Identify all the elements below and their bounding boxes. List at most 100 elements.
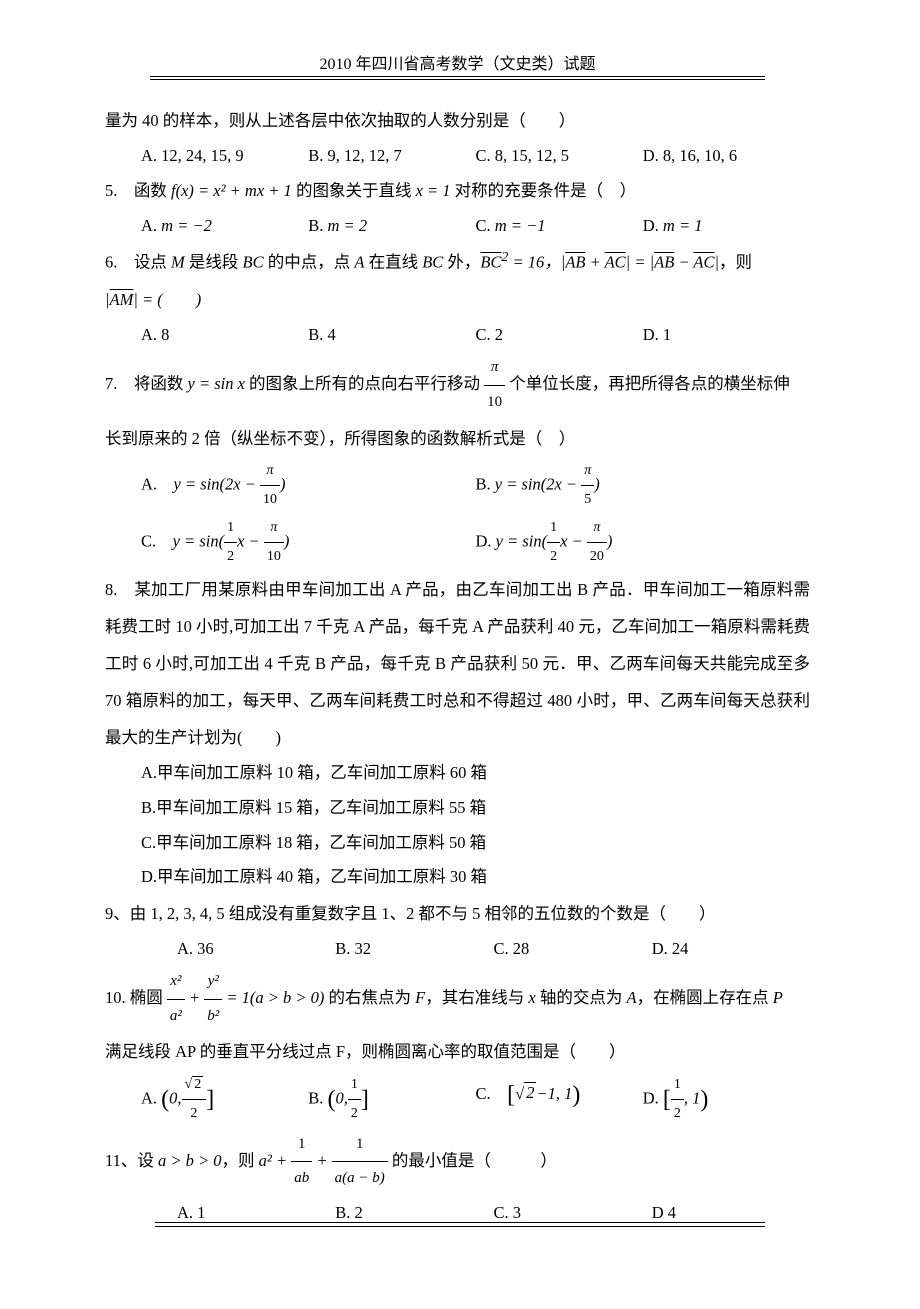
q7-d-pre: y = sin( <box>496 531 547 550</box>
q9-stem: 9、由 1, 2, 3, 4, 5 组成没有重复数字且 1、2 都不与 5 相邻… <box>105 895 810 932</box>
q5-opt-a: A. m = −2 <box>141 209 308 242</box>
q4-tail: 量为 40 的样本，则从上述各层中依次抽取的人数分别是（ ） <box>105 102 810 139</box>
q8-opt-d: D.甲车间加工原料 40 箱，乙车间加工原料 30 箱 <box>141 860 810 895</box>
q7-c-f1: 12 <box>224 514 237 571</box>
q10-t1d: a² <box>167 1000 185 1034</box>
q7-l1b: 的图象上所有的点向右平行移动 <box>245 374 484 393</box>
q11-head: a² + <box>259 1151 292 1170</box>
q7-a-frac: π10 <box>260 457 280 514</box>
exam-page: 2010 年四川省高考数学（文史类）试题 量为 40 的样本，则从上述各层中依次… <box>0 0 920 1309</box>
q10-l1c: ，其右准线与 <box>425 988 528 1007</box>
q10d-rb: ) <box>700 1086 708 1112</box>
q7-c-suf: ) <box>284 531 290 550</box>
q11-opt-c: C. 3 <box>494 1196 652 1229</box>
q7-opt-b: B. y = sin(2x − π5) <box>476 457 811 514</box>
q10b-lb: ( <box>328 1086 336 1112</box>
q6-l1a: 6. 设点 <box>105 253 171 272</box>
q6-l1b: 是线段 <box>185 253 243 272</box>
q7-c-n: π <box>264 514 284 543</box>
q7-opt-d: D. y = sin(12x − π20) <box>476 514 811 571</box>
q9-opt-a: A. 36 <box>177 932 335 965</box>
q4-opt-c: C. 8, 15, 12, 5 <box>476 139 643 172</box>
q7-line1: 7. 将函数 y = sin x 的图象上所有的点向右平行移动 π10 个单位长… <box>105 351 810 420</box>
q6-opt-a: A. 8 <box>141 318 308 351</box>
q5-expr: f(x) = x² + mx + 1 <box>171 181 292 200</box>
q8-stem: 8. 某加工厂用某原料由甲车间加工出 A 产品，由乙车间加工出 B 产品．甲车间… <box>105 571 810 757</box>
q10-t2n: y² <box>204 965 222 1000</box>
q10a-a: 0, <box>169 1088 181 1107</box>
q11-f1: 1ab <box>291 1128 312 1197</box>
q7-b-suf: ) <box>594 474 600 493</box>
q9-options: A. 36 B. 32 C. 28 D. 24 <box>177 932 810 965</box>
q6-l1d: 在直线 <box>364 253 422 272</box>
q10c-a: √2−1, 1 <box>515 1082 572 1102</box>
header-rule-1 <box>150 76 765 77</box>
q10-x: x <box>528 988 535 1007</box>
q11-f2n: 1 <box>332 1128 388 1163</box>
q10-eq: = 1(a > b > 0) <box>222 988 324 1007</box>
q4-options: A. 12, 24, 15, 9 B. 9, 12, 12, 7 C. 8, 1… <box>141 139 810 172</box>
q10-opt-b: B. (0,12] <box>308 1071 475 1128</box>
q6-am-close: | = ( ) <box>133 290 201 309</box>
q11-l1c: 的最小值是（ ） <box>388 1151 557 1170</box>
q10-options: A. (0,√22] B. (0,12] C. [√2−1, 1) D. [12… <box>141 1071 810 1128</box>
q7-c-mid: x − <box>237 531 264 550</box>
q6-opt-b: B. 4 <box>308 318 475 351</box>
q5-expr2: x = 1 <box>416 181 451 200</box>
q6-l1e: 外， <box>443 253 480 272</box>
q5-opt-b-expr: m = 2 <box>328 216 368 235</box>
q11-options: A. 1 B. 2 C. 3 D 4 <box>177 1196 810 1229</box>
q7-b-frac: π5 <box>581 457 594 514</box>
q11-cond: a > b > 0 <box>158 1151 222 1170</box>
q10a-lb: ( <box>161 1086 169 1112</box>
q10a-n: √2 <box>182 1071 207 1100</box>
q7-opt-c: C. y = sin(12x − π10) <box>141 514 476 571</box>
q6-BC1: BC <box>243 253 264 272</box>
q11-opt-d: D 4 <box>652 1196 810 1229</box>
q10-t1n: x² <box>167 965 185 1000</box>
q7-d-f1: 12 <box>547 514 560 571</box>
q11-l1a: 11、设 <box>105 1151 158 1170</box>
q6-AM: AM <box>110 290 134 309</box>
q5-opt-d: D. m = 1 <box>643 209 810 242</box>
page-header-title: 2010 年四川省高考数学（文史类）试题 <box>105 50 810 74</box>
q10d-lb: [ <box>663 1086 671 1112</box>
q8-opt-a: A.甲车间加工原料 10 箱，乙车间加工原料 60 箱 <box>141 756 810 791</box>
q10d-frac: 12 <box>671 1071 684 1128</box>
q6-line2: |AM| = ( ) <box>105 281 810 318</box>
q11-f2: 1a(a − b) <box>332 1128 388 1197</box>
q5-text-b: 的图象关于直线 <box>292 181 416 200</box>
q4-opt-b: B. 9, 12, 12, 7 <box>308 139 475 172</box>
q6-l1c: 的中点，点 <box>264 253 355 272</box>
q11-opt-b: B. 2 <box>335 1196 493 1229</box>
q7-line2: 长到原来的 2 倍（纵坐标不变），所得图象的函数解析式是（ ） <box>105 420 810 457</box>
q6-eq1: = 16， <box>508 253 560 272</box>
q5-opt-d-expr: m = 1 <box>663 216 703 235</box>
q11-l1b: ，则 <box>222 1151 259 1170</box>
q10-F: F <box>415 988 425 1007</box>
q6-BC2: BC <box>422 253 443 272</box>
q6-opt-c: C. 2 <box>476 318 643 351</box>
q7-l1c: 个单位长度，再把所得各点的横坐标伸 <box>505 374 790 393</box>
q10b-d: 2 <box>348 1100 361 1128</box>
q10-opt-d: D. [12, 1) <box>643 1071 810 1128</box>
q10-l1d: 轴的交点为 <box>536 988 627 1007</box>
q5-opt-b: B. m = 2 <box>308 209 475 242</box>
q10-line2: 满足线段 AP 的垂直平分线过点 F，则椭圆离心率的取值范围是（ ） <box>105 1033 810 1070</box>
q9-opt-c: C. 28 <box>494 932 652 965</box>
q7-b-n: π <box>581 457 594 486</box>
q6-line1: 6. 设点 M 是线段 BC 的中点，点 A 在直线 BC 外，BC2 = 16… <box>105 242 810 281</box>
q7-d-n: π <box>587 514 607 543</box>
q10c-lb: [ <box>507 1082 515 1108</box>
q10a-rb: ] <box>206 1086 214 1112</box>
q6-A: A <box>354 253 364 272</box>
q10-t2: y²b² <box>204 965 222 1034</box>
q10a-frac: √22 <box>182 1071 207 1128</box>
q10a-d: 2 <box>182 1100 207 1128</box>
q10b-frac: 12 <box>348 1071 361 1128</box>
q10b-rb: ] <box>361 1086 369 1112</box>
q9-opt-d: D. 24 <box>652 932 810 965</box>
q7-opt-a: A. y = sin(2x − π10) <box>141 457 476 514</box>
q5-text-c: 对称的充要条件是（ ） <box>451 181 637 200</box>
q7-c-d1: 2 <box>224 543 237 571</box>
